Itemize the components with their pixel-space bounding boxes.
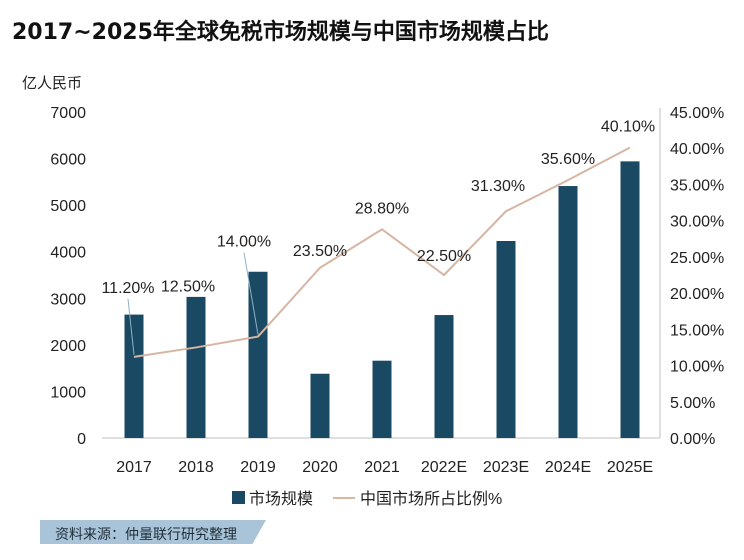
y-left-tick-label: 2000: [50, 338, 86, 355]
legend-swatch-bar: [232, 491, 245, 504]
line-data-label: 11.20%: [101, 280, 154, 297]
y-right-tick-label: 5.00%: [670, 395, 715, 412]
y-left-tick-label: 4000: [50, 245, 86, 262]
x-tick-label: 2023E: [483, 459, 529, 476]
legend-label-line: 中国市场所占比例%: [360, 490, 502, 508]
bar-2018: [186, 296, 206, 438]
line-data-label: 12.50%: [161, 278, 215, 295]
bar-2019: [248, 271, 268, 438]
bar-2020: [310, 373, 330, 438]
bar-2025E: [620, 161, 640, 438]
line-data-label: 23.50%: [293, 243, 347, 260]
line-data-label: 14.00%: [217, 234, 271, 251]
y-axis-left-label: 亿人民币: [22, 75, 82, 92]
y-left-tick-label: 7000: [50, 105, 86, 122]
x-tick-label: 2017: [116, 459, 152, 476]
y-left-tick-label: 1000: [50, 384, 86, 401]
y-right-tick-label: 45.00%: [670, 105, 724, 122]
x-tick-label: 2024E: [545, 459, 591, 476]
line-data-label: 22.50%: [417, 248, 471, 265]
bar-2024E: [558, 186, 578, 438]
line-data-label: 35.60%: [541, 151, 595, 168]
y-right-tick-label: 0.00%: [670, 431, 715, 448]
x-tick-label: 2019: [240, 459, 276, 476]
data-label-leader: [127, 298, 135, 355]
y-right-tick-label: 15.00%: [670, 322, 724, 339]
source-note: 资料来源：仲量联行研究整理: [55, 527, 237, 543]
y-right-tick-label: 20.00%: [670, 286, 724, 303]
bar-2021: [372, 360, 392, 438]
y-left-tick-label: 6000: [50, 152, 86, 169]
y-right-tick-label: 25.00%: [670, 250, 724, 267]
y-right-tick-label: 35.00%: [670, 177, 724, 194]
x-tick-label: 2018: [178, 459, 214, 476]
bar-2022E: [434, 315, 454, 438]
line-data-label: 31.30%: [471, 178, 525, 195]
chart-title: 2017~2025年全球免税市场规模与中国市场规模占比: [12, 20, 549, 45]
x-tick-label: 2021: [364, 459, 400, 476]
legend-label-bar: 市场规模: [249, 490, 313, 508]
line-data-label: 28.80%: [355, 200, 409, 217]
share-line: [133, 146, 631, 358]
y-right-tick-label: 10.00%: [670, 359, 724, 376]
x-tick-label: 2020: [302, 459, 338, 476]
y-right-tick-label: 40.00%: [670, 141, 724, 158]
bar-2023E: [496, 241, 516, 438]
y-left-tick-label: 3000: [50, 291, 86, 308]
source-banner: [40, 520, 266, 544]
x-tick-label: 2025E: [607, 459, 653, 476]
y-right-tick-label: 30.00%: [670, 214, 724, 231]
x-tick-label: 2022E: [421, 459, 467, 476]
y-left-tick-label: 5000: [50, 198, 86, 215]
data-label-leader: [243, 252, 259, 335]
y-left-tick-label: 0: [77, 431, 86, 448]
bar-2017: [124, 314, 144, 438]
line-data-label: 40.10%: [601, 118, 655, 135]
